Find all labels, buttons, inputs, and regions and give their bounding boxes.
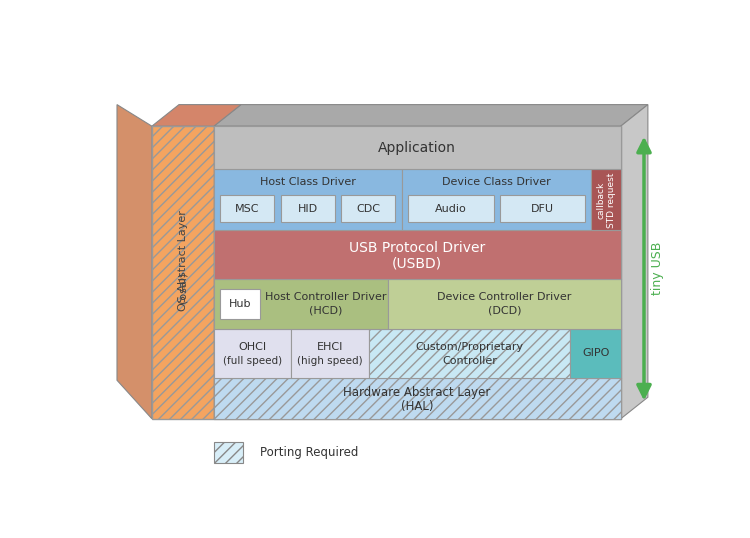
Text: Porting Required: Porting Required xyxy=(260,446,358,459)
Text: GIPO: GIPO xyxy=(582,348,610,358)
Bar xyxy=(214,169,402,230)
Bar xyxy=(220,289,260,318)
Text: USB Protocol Driver: USB Protocol Driver xyxy=(349,241,485,255)
Bar xyxy=(291,329,369,378)
Bar xyxy=(388,279,621,329)
Text: CDC: CDC xyxy=(356,203,380,214)
Text: Host Controller Driver: Host Controller Driver xyxy=(265,292,386,302)
Text: Custom/Proprietary: Custom/Proprietary xyxy=(416,342,524,352)
Text: (DCD): (DCD) xyxy=(488,306,521,316)
Bar xyxy=(500,195,585,222)
Bar xyxy=(214,329,291,378)
Bar xyxy=(214,378,621,419)
Bar xyxy=(402,169,591,230)
Text: MSC: MSC xyxy=(235,203,260,214)
Text: (USBD): (USBD) xyxy=(392,256,442,270)
Text: Application: Application xyxy=(378,141,456,155)
Bar xyxy=(214,279,388,329)
Text: Audio: Audio xyxy=(435,203,467,214)
Bar xyxy=(152,126,214,419)
Polygon shape xyxy=(152,104,241,126)
Bar xyxy=(591,169,621,230)
Text: OHCI: OHCI xyxy=(238,342,267,352)
Bar xyxy=(369,329,570,378)
Text: Controller: Controller xyxy=(442,356,497,366)
Bar xyxy=(409,195,494,222)
Bar xyxy=(341,195,395,222)
Bar xyxy=(214,442,243,463)
Text: (HCD): (HCD) xyxy=(309,306,342,316)
Text: (osal): (osal) xyxy=(178,272,188,303)
Text: callback
STD request: callback STD request xyxy=(596,172,616,228)
Text: (high speed): (high speed) xyxy=(297,356,363,366)
Text: Hardware Abstract Layer: Hardware Abstract Layer xyxy=(344,386,490,399)
Text: DFU: DFU xyxy=(531,203,554,214)
Text: Hub: Hub xyxy=(229,299,251,309)
Text: (full speed): (full speed) xyxy=(223,356,282,366)
Bar xyxy=(220,195,274,222)
Bar xyxy=(280,195,334,222)
Polygon shape xyxy=(214,104,648,126)
Text: Host Class Driver: Host Class Driver xyxy=(260,176,356,187)
Bar xyxy=(214,126,621,419)
Text: EHCI: EHCI xyxy=(317,342,344,352)
Bar xyxy=(570,329,621,378)
Text: HID: HID xyxy=(298,203,318,214)
Text: (HAL): (HAL) xyxy=(400,400,433,413)
Bar xyxy=(214,230,621,279)
Text: Device Class Driver: Device Class Driver xyxy=(442,176,551,187)
Text: Device Controller Driver: Device Controller Driver xyxy=(437,292,572,302)
Polygon shape xyxy=(117,104,152,419)
Text: OS Abstract Layer: OS Abstract Layer xyxy=(178,210,188,312)
Text: tiny USB: tiny USB xyxy=(652,242,664,295)
Polygon shape xyxy=(621,104,648,419)
Bar xyxy=(214,126,621,169)
